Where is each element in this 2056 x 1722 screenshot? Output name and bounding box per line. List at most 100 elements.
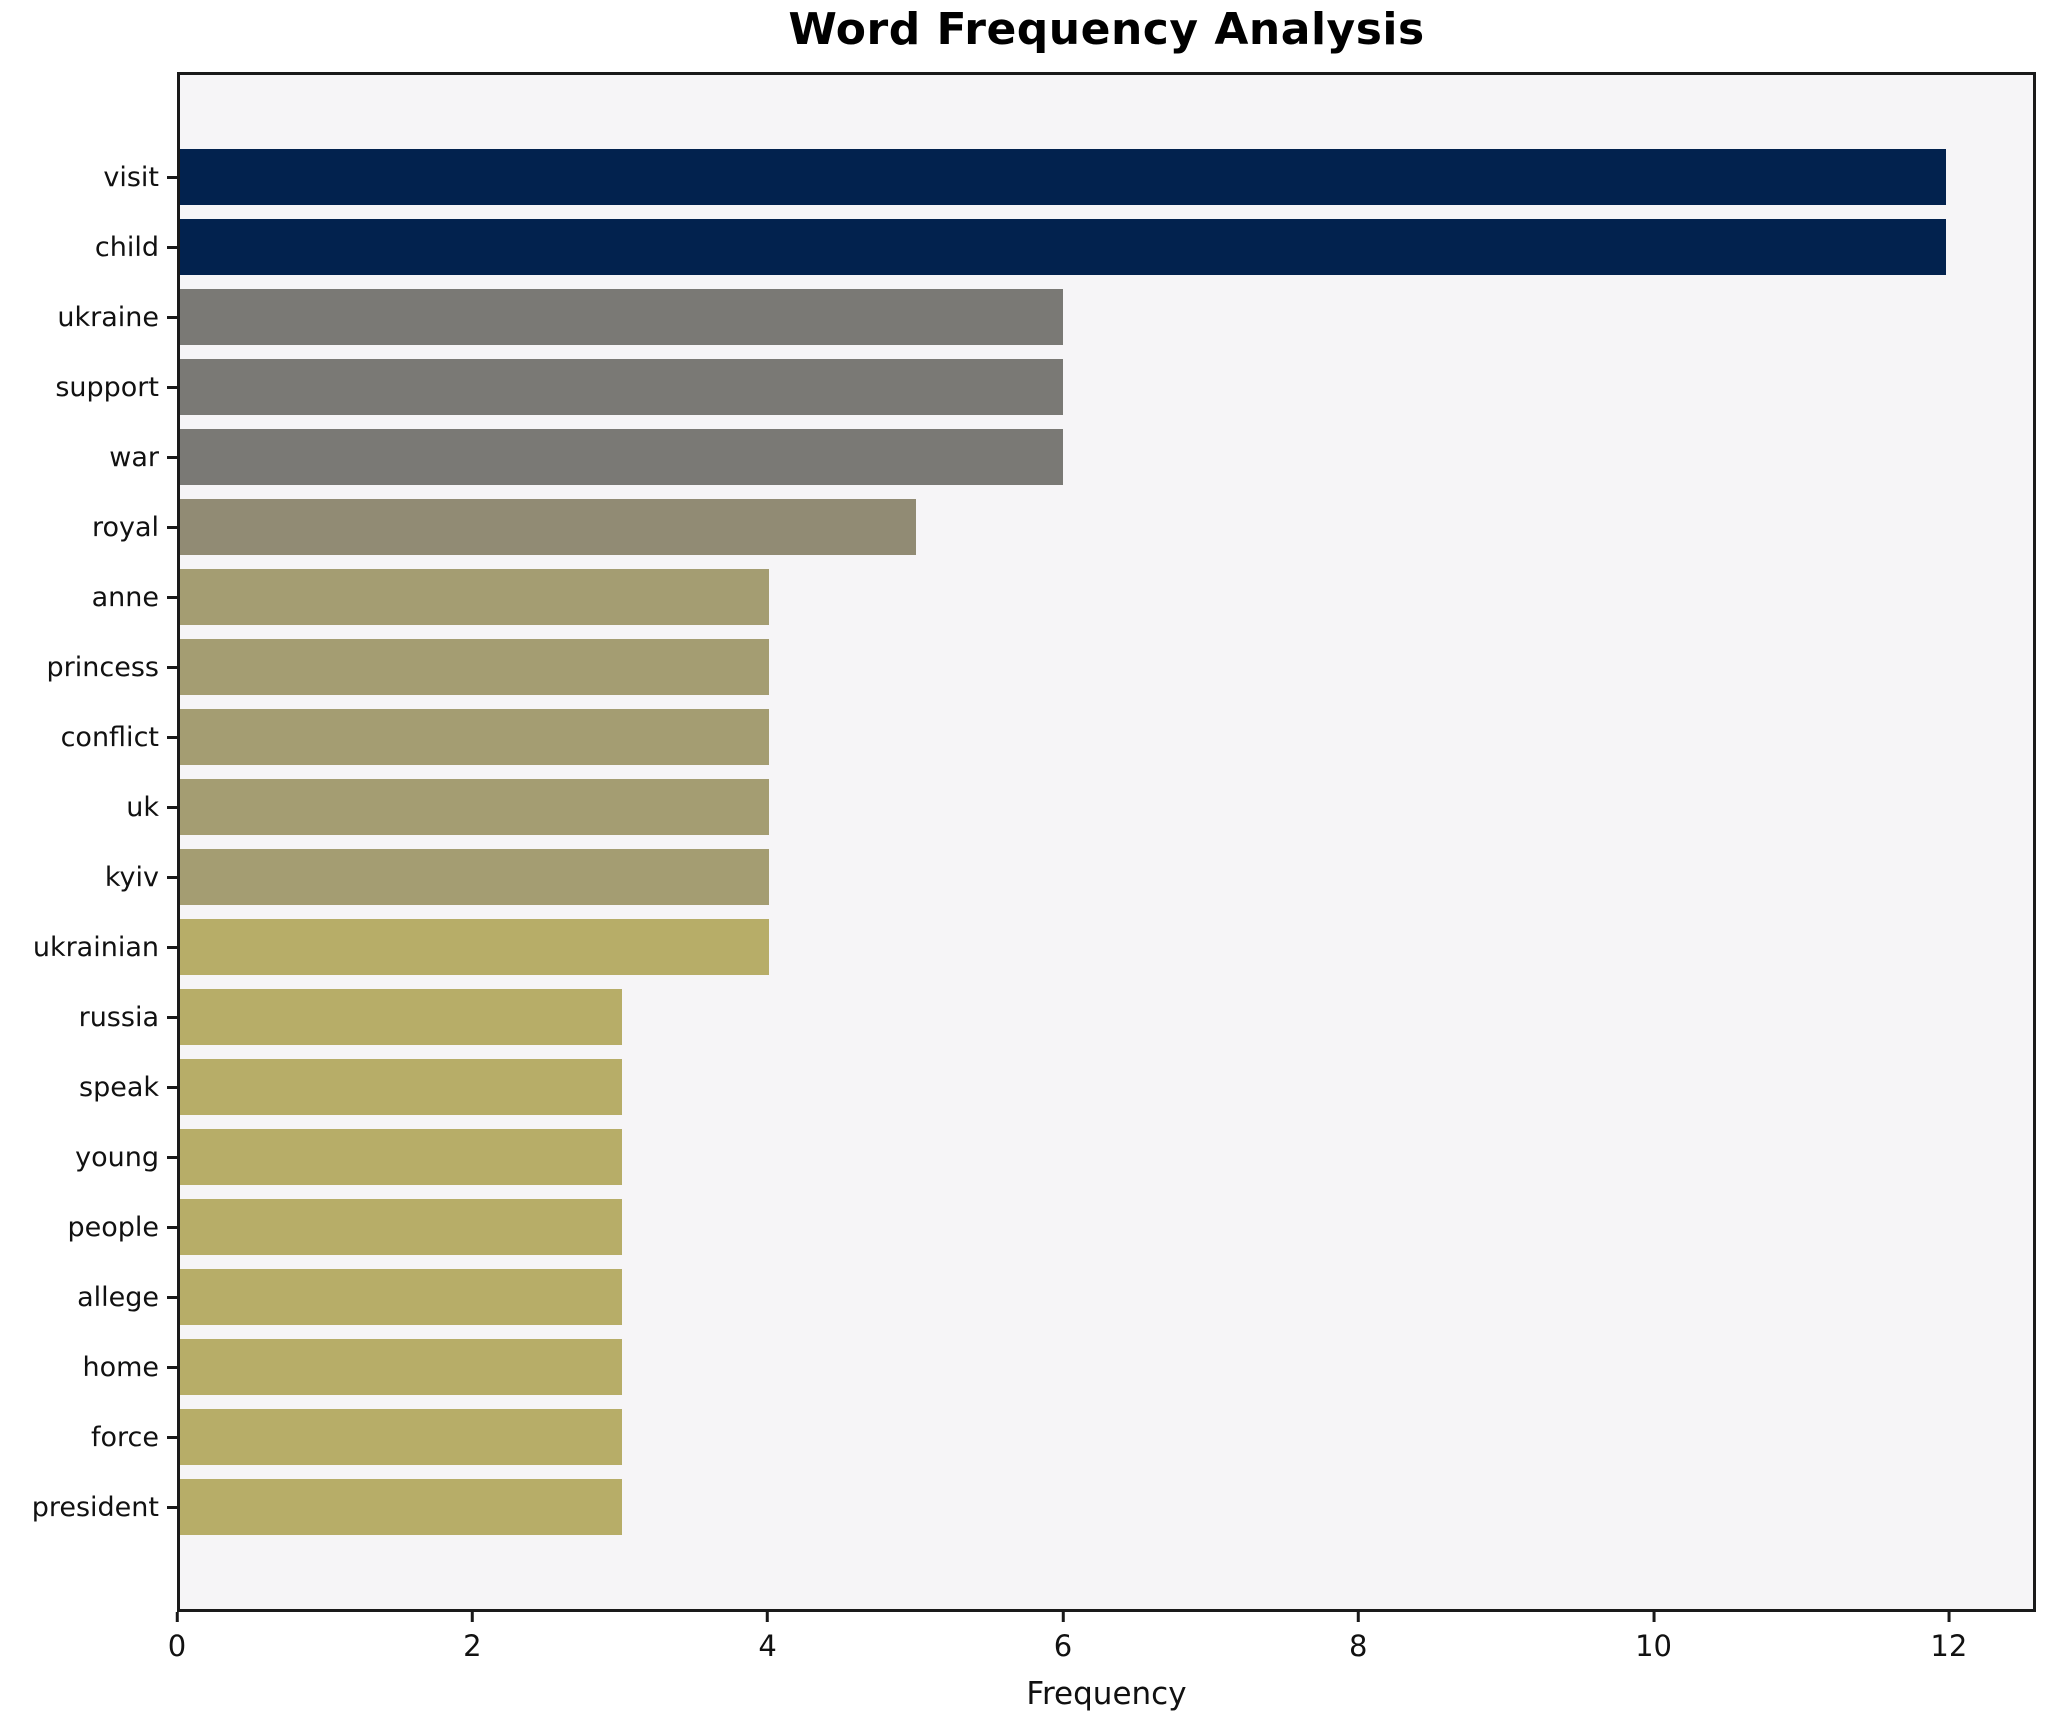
x-tick-mark — [1356, 1612, 1360, 1622]
y-tick-label: war — [109, 441, 159, 473]
bar-row — [180, 562, 2033, 632]
y-tick-label: ukraine — [57, 301, 159, 333]
y-tick-label: princess — [46, 651, 159, 683]
y-tick-row: visit — [0, 142, 177, 212]
y-tick-row: royal — [0, 492, 177, 562]
x-tick: 12 — [1930, 1612, 1967, 1663]
bar-row — [180, 492, 2033, 562]
y-tick-row: kyiv — [0, 842, 177, 912]
x-tick-label: 10 — [1635, 1629, 1673, 1663]
bar-child — [180, 219, 1947, 275]
bar-row — [180, 1402, 2033, 1472]
y-tick-row: russia — [0, 982, 177, 1052]
y-tick-label: home — [82, 1351, 159, 1383]
y-tick-mark — [167, 665, 177, 669]
x-tick-mark — [470, 1612, 474, 1622]
x-tick-mark — [1652, 1612, 1656, 1622]
y-tick-mark — [167, 735, 177, 739]
y-tick-row: war — [0, 422, 177, 492]
y-tick-mark — [167, 315, 177, 319]
y-tick-mark — [167, 875, 177, 879]
bar-kyiv — [180, 849, 769, 905]
y-tick-row: young — [0, 1122, 177, 1192]
y-tick-label: young — [75, 1141, 159, 1173]
y-tick-mark — [167, 805, 177, 809]
y-tick-label: uk — [126, 791, 159, 823]
y-tick-mark — [167, 1015, 177, 1019]
bars-layer — [180, 75, 2033, 1609]
chart-title: Word Frequency Analysis — [788, 4, 1425, 55]
bar-ukrainian — [180, 919, 769, 975]
x-tick-mark — [1947, 1612, 1951, 1622]
x-tick-label: 12 — [1930, 1629, 1968, 1663]
bar-president — [180, 1479, 622, 1535]
bar-people — [180, 1199, 622, 1255]
bar-row — [180, 1122, 2033, 1192]
bar-row — [180, 842, 2033, 912]
y-tick-mark — [167, 175, 177, 179]
bar-row — [180, 422, 2033, 492]
x-tick: 4 — [758, 1612, 777, 1663]
y-tick-row: princess — [0, 632, 177, 702]
x-tick-mark — [1061, 1612, 1065, 1622]
y-tick-label: speak — [79, 1071, 159, 1103]
bar-row — [180, 142, 2033, 212]
y-tick-mark — [167, 385, 177, 389]
x-tick-mark — [766, 1612, 770, 1622]
x-tick-label: 6 — [1053, 1629, 1073, 1663]
bar-support — [180, 359, 1064, 415]
y-tick-mark — [167, 945, 177, 949]
y-tick-mark — [167, 455, 177, 459]
bar-uk — [180, 779, 769, 835]
y-tick-label: people — [67, 1211, 159, 1243]
x-tick: 10 — [1635, 1612, 1672, 1663]
y-tick-label: visit — [103, 161, 159, 193]
x-tick: 6 — [1054, 1612, 1072, 1663]
y-tick-mark — [167, 1435, 177, 1439]
bar-ukraine — [180, 289, 1064, 345]
y-tick-label: allege — [77, 1281, 159, 1313]
y-tick-row: president — [0, 1472, 177, 1542]
bar-princess — [180, 639, 769, 695]
bar-royal — [180, 499, 916, 555]
y-tick-row: conflict — [0, 702, 177, 772]
y-tick-mark — [167, 525, 177, 529]
x-axis-ticks: 0 2 4 6 8 10 12 — [168, 1612, 2036, 1692]
bar-row — [180, 212, 2033, 282]
bar-home — [180, 1339, 622, 1395]
bar-row — [180, 1052, 2033, 1122]
bar-visit — [180, 149, 1947, 205]
y-tick-label: president — [31, 1491, 159, 1523]
y-tick-mark — [167, 595, 177, 599]
y-tick-label: kyiv — [104, 861, 159, 893]
bar-russia — [180, 989, 622, 1045]
bar-row — [180, 702, 2033, 772]
y-tick-row: ukraine — [0, 282, 177, 352]
y-tick-mark — [167, 1155, 177, 1159]
bar-allege — [180, 1269, 622, 1325]
bar-row — [180, 1472, 2033, 1542]
y-tick-row: force — [0, 1402, 177, 1472]
bar-row — [180, 1192, 2033, 1262]
y-tick-row: speak — [0, 1052, 177, 1122]
bar-row — [180, 282, 2033, 352]
y-tick-label: conflict — [60, 721, 159, 753]
y-tick-row: ukrainian — [0, 912, 177, 982]
bar-row — [180, 772, 2033, 842]
y-tick-mark — [167, 1295, 177, 1299]
bar-young — [180, 1129, 622, 1185]
bar-speak — [180, 1059, 622, 1115]
y-tick-row: allege — [0, 1262, 177, 1332]
x-tick-label: 2 — [463, 1629, 482, 1663]
y-tick-mark — [167, 1225, 177, 1229]
x-tick: 2 — [463, 1612, 482, 1663]
y-tick-label: child — [94, 231, 159, 263]
x-tick-label: 8 — [1349, 1629, 1368, 1663]
y-tick-mark — [167, 1365, 177, 1369]
x-tick: 0 — [168, 1612, 186, 1663]
bar-war — [180, 429, 1064, 485]
y-tick-label: ukrainian — [32, 931, 159, 963]
bar-row — [180, 912, 2033, 982]
x-axis-title: Frequency — [1026, 1676, 1187, 1712]
y-tick-row: anne — [0, 562, 177, 632]
